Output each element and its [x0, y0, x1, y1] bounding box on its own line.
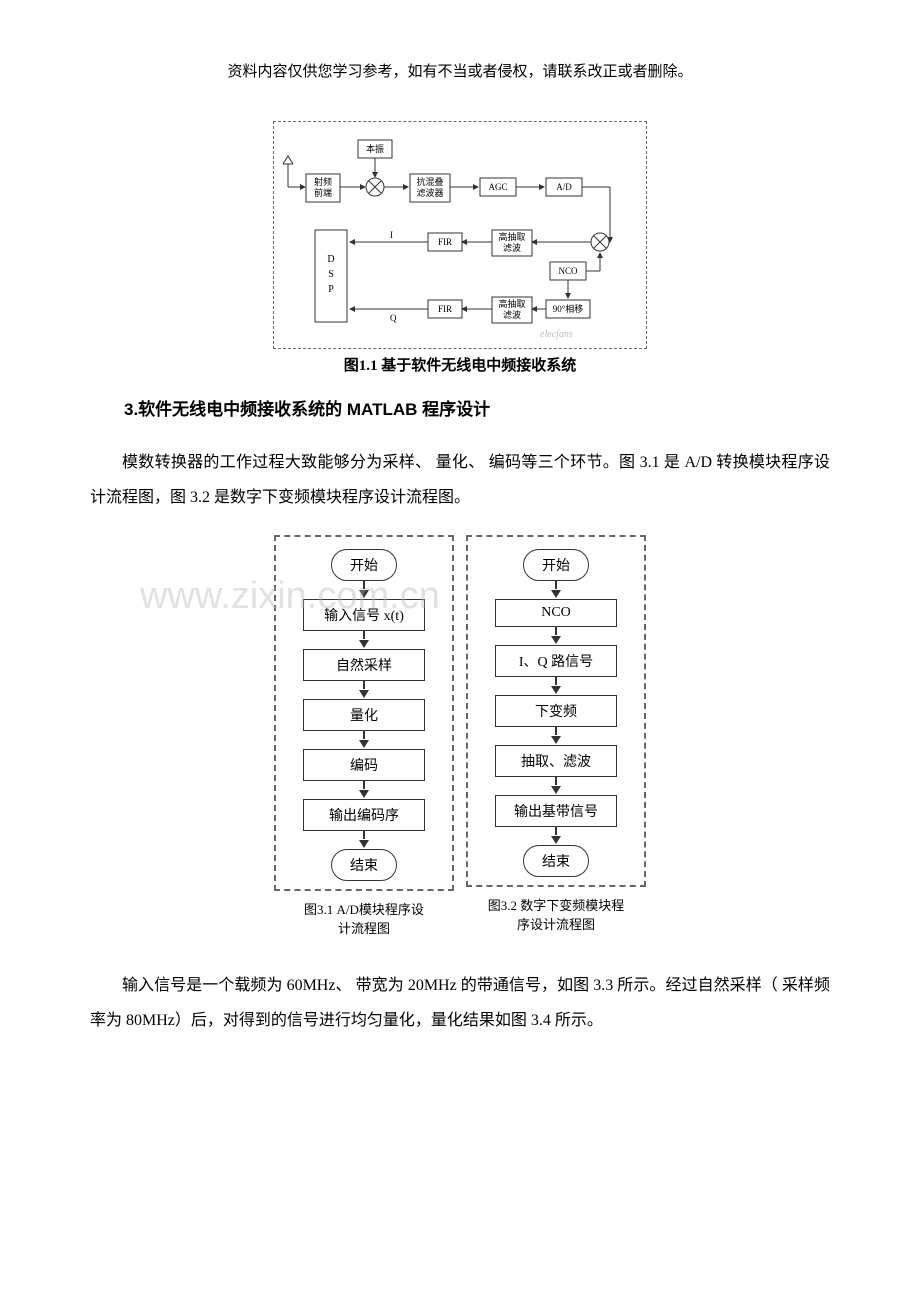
fc-right-step-2: I、Q 路信号 [495, 645, 617, 677]
svg-text:90°相移: 90°相移 [553, 303, 584, 314]
paragraph-2: 输入信号是一个载频为 60MHz、 带宽为 20MHz 的带通信号，如图 3.3… [90, 968, 830, 1038]
svg-text:高抽取: 高抽取 [498, 231, 525, 242]
svg-text:I: I [390, 230, 393, 240]
diagram1-caption: 图1.1 基于软件无线电中频接收系统 [273, 354, 647, 375]
watermark-sub: elecfans [540, 329, 573, 340]
fc-right-step-5: 输出基带信号 [495, 795, 617, 827]
fc-left-end: 结束 [331, 849, 397, 881]
flowchart-right: 开始 NCO I、Q 路信号 下变频 抽取、滤波 输出基带信号 结束 [466, 535, 646, 887]
svg-text:A/D: A/D [556, 182, 572, 192]
svg-text:前端: 前端 [314, 187, 332, 198]
svg-text:Q: Q [390, 313, 397, 323]
fc-left-step-5: 输出编码序 [303, 799, 425, 831]
svg-text:NCO: NCO [558, 266, 578, 276]
fc-left-step-2: 自然采样 [303, 649, 425, 681]
header-note: 资料内容仅供您学习参考，如有不当或者侵权，请联系改正或者删除。 [90, 60, 830, 81]
svg-text:滤波器: 滤波器 [416, 187, 443, 198]
svg-text:D: D [327, 254, 334, 265]
diagram-1-wrap: 射频 前端 本振 抗混叠 滤波器 [90, 121, 830, 375]
svg-text:FIR: FIR [438, 304, 452, 314]
svg-text:P: P [328, 284, 334, 295]
fc-right-step-1: NCO [495, 599, 617, 627]
fc-right-start: 开始 [523, 549, 589, 581]
fc-left-step-1: 输入信号 x(t) [303, 599, 425, 631]
svg-text:滤波: 滤波 [503, 242, 521, 253]
section-title: 3.软件无线电中频接收系统的 MATLAB 程序设计 [90, 395, 830, 420]
fc-left-start: 开始 [331, 549, 397, 581]
svg-text:抗混叠: 抗混叠 [416, 176, 443, 187]
fc-left-caption: 图3.1 A/D模块程序设 计流程图 [284, 901, 444, 937]
fc-left-step-3: 量化 [303, 699, 425, 731]
block-diagram-1: 射频 前端 本振 抗混叠 滤波器 [273, 121, 647, 349]
svg-text:高抽取: 高抽取 [498, 298, 525, 309]
paragraph-1: 模数转换器的工作过程大致能够分为采样、 量化、 编码等三个环节。图 3.1 是 … [90, 445, 830, 515]
fc-right-end: 结束 [523, 845, 589, 877]
flowcharts-wrap: www.zixin.com.cn 开始 输入信号 x(t) 自然采样 量化 编码… [90, 535, 830, 937]
svg-text:滤波: 滤波 [503, 309, 521, 320]
svg-text:AGC: AGC [488, 182, 507, 192]
fc-right-caption: 图3.2 数字下变频模块程 序设计流程图 [476, 897, 636, 933]
svg-text:S: S [328, 269, 334, 280]
svg-text:FIR: FIR [438, 237, 452, 247]
flowchart-left: 开始 输入信号 x(t) 自然采样 量化 编码 输出编码序 结束 [274, 535, 454, 891]
fc-right-step-3: 下变频 [495, 695, 617, 727]
fc-left-step-4: 编码 [303, 749, 425, 781]
block-diagram-svg: 射频 前端 本振 抗混叠 滤波器 [280, 132, 628, 342]
local-osc-label: 本振 [366, 143, 384, 154]
rf-front-label: 射频 [314, 176, 332, 187]
fc-right-step-4: 抽取、滤波 [495, 745, 617, 777]
